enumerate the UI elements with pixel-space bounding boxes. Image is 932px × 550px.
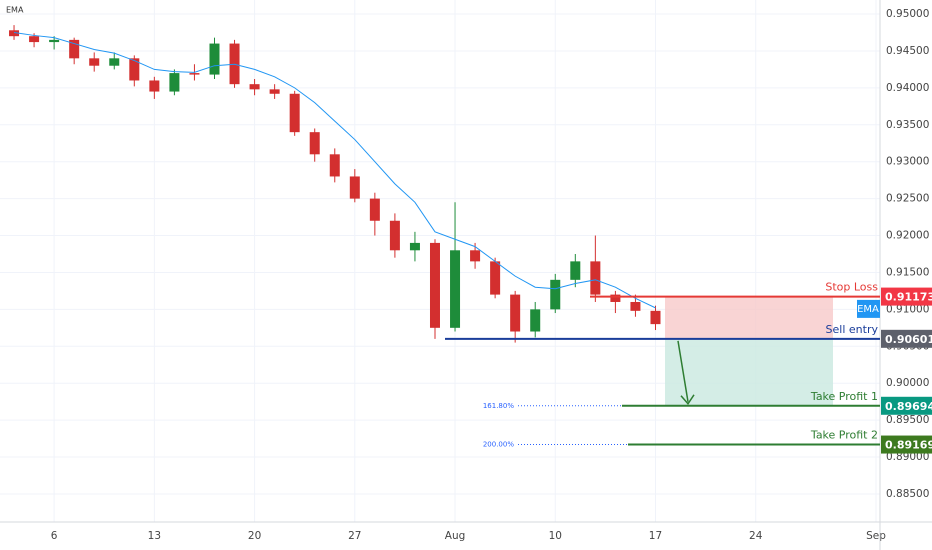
price-badge <box>881 329 932 348</box>
x-tick-label: Aug <box>445 530 466 542</box>
fib-label: 161.80% <box>483 402 514 410</box>
level-name: Stop Loss <box>825 281 878 294</box>
y-tick-label: 0.89000 <box>886 451 929 463</box>
ema-line <box>13 31 656 309</box>
y-tick-label: 0.89500 <box>886 414 929 426</box>
candle-body <box>169 73 180 92</box>
candle-body <box>349 176 360 199</box>
risk-zone <box>665 296 833 339</box>
candle-body <box>189 73 200 75</box>
y-tick-label: 0.93500 <box>886 119 929 131</box>
candle-body <box>269 89 280 94</box>
candle-body <box>109 58 120 66</box>
candle-body <box>309 132 320 155</box>
x-tick-label: 27 <box>348 530 361 542</box>
candle-body <box>570 261 581 280</box>
candle-body <box>409 242 420 251</box>
ema-badge-label: EMA <box>857 304 879 315</box>
candle-body <box>590 261 601 295</box>
candle-body <box>389 220 400 251</box>
candle-body <box>470 250 481 262</box>
candle-body <box>610 294 621 302</box>
candle-body <box>209 43 220 75</box>
candle-body <box>490 261 501 295</box>
ema-badge <box>857 299 880 318</box>
candle-body <box>329 154 340 177</box>
candle-body <box>369 198 380 221</box>
price-badge-label: 0.89694 <box>885 400 932 413</box>
candle-body <box>429 242 440 328</box>
y-tick-label: 0.91000 <box>886 303 929 315</box>
x-tick-label: 17 <box>649 530 662 542</box>
level-name: Take Profit 2 <box>810 429 878 442</box>
candle-body <box>69 39 80 59</box>
candle-body <box>550 279 561 310</box>
x-tick-label: 10 <box>549 530 562 542</box>
y-tick-label: 0.93000 <box>886 156 929 168</box>
x-tick-label: 20 <box>248 530 261 542</box>
price-badge <box>881 396 932 415</box>
candle-body <box>49 39 60 43</box>
candle-body <box>530 309 541 332</box>
candle-body <box>89 58 100 66</box>
y-tick-label: 0.90000 <box>886 377 929 389</box>
price-badge <box>881 435 932 454</box>
y-tick-label: 0.88500 <box>886 488 929 500</box>
candle-body <box>450 250 461 328</box>
candle-body <box>289 93 300 133</box>
y-tick-label: 0.95000 <box>886 8 929 20</box>
price-badge-label: 0.89169 <box>885 439 932 452</box>
x-tick-label: 6 <box>51 530 58 542</box>
price-badge <box>881 287 932 306</box>
candle-body <box>29 36 40 43</box>
price-badge-label: 0.90601 <box>885 333 932 346</box>
y-tick-label: 0.91500 <box>886 266 929 278</box>
fib-label: 200.00% <box>483 441 514 449</box>
x-tick-label: 13 <box>148 530 161 542</box>
indicator-name: EMA <box>6 6 24 15</box>
candle-body <box>9 30 20 37</box>
candle-body <box>510 294 521 332</box>
y-tick-label: 0.92500 <box>886 193 929 205</box>
y-tick-label: 0.94000 <box>886 82 929 94</box>
candle-body <box>149 80 160 92</box>
candle-body <box>249 84 260 90</box>
x-tick-label: 24 <box>749 530 763 542</box>
y-tick-label: 0.92000 <box>886 230 929 242</box>
level-name: Sell entry <box>826 323 879 336</box>
arrow-head <box>680 394 695 406</box>
x-tick-label: Sep <box>866 530 886 542</box>
arrow <box>677 340 689 402</box>
y-tick-label: 0.94500 <box>886 45 929 57</box>
level-name: Take Profit 1 <box>810 390 878 403</box>
candle-body <box>630 301 641 311</box>
reward-zone <box>665 338 833 406</box>
candle-body <box>129 58 140 81</box>
price-badge-label: 0.91173 <box>885 291 932 304</box>
candle-body <box>650 310 661 325</box>
